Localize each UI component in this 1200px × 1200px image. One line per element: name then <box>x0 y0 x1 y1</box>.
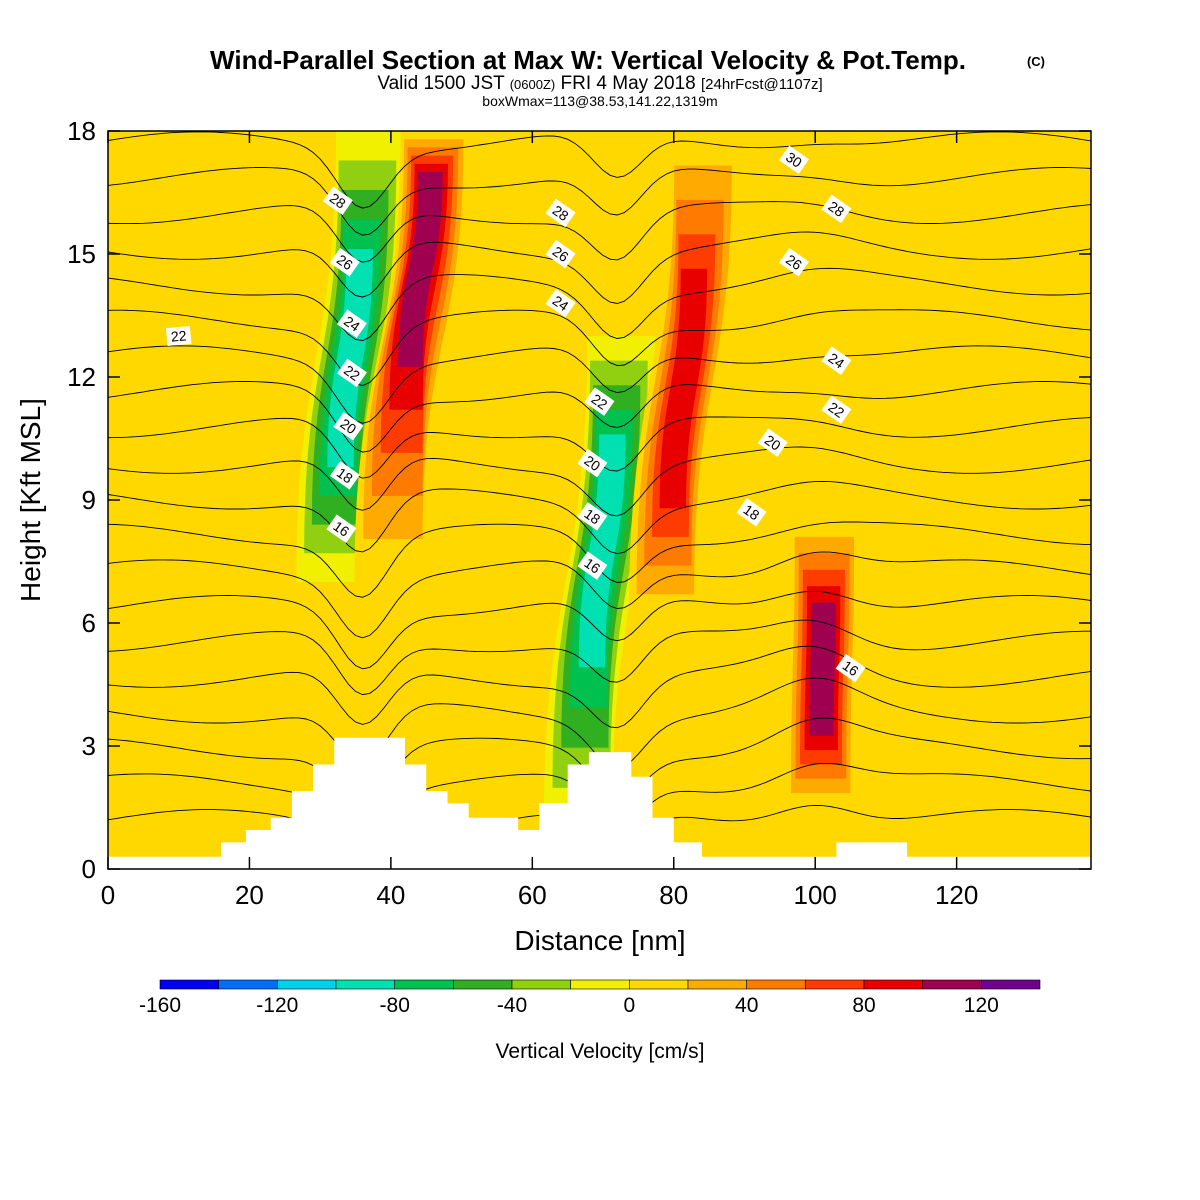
isentrope-label: 22 <box>337 358 367 388</box>
isentrope-line <box>108 619 1091 696</box>
isentrope-label: 18 <box>577 502 608 531</box>
w-band-4-5 <box>809 602 836 736</box>
colorbar-swatch <box>218 979 278 990</box>
plot-area: 22 28 26 24 22 20 18 16 28 26 24 22 20 18 16 30 28 26 24 22… <box>108 131 1091 869</box>
colorbar-swatch <box>980 979 1041 990</box>
y-axis: 0 3 6 9 12 15 18 <box>67 116 1091 884</box>
isentrope-line <box>108 345 1091 424</box>
chart-subtitle: Valid 1500 JST (0600Z) FRI 4 May 2018 [2… <box>377 73 822 94</box>
x-tick-label: 0 <box>101 880 115 910</box>
colorbar-title: Vertical Velocity [cm/s] <box>496 1040 705 1063</box>
colorbar-swatch <box>922 979 982 990</box>
isentrope-label: 30 <box>779 145 809 174</box>
colorbar: -160 -120 -80 -40 0 40 80 120 <box>139 979 1041 1017</box>
chart-title-mark: (C) <box>1027 54 1045 69</box>
isentrope-line <box>108 309 1091 386</box>
potential-temperature-isentropes <box>108 131 1091 869</box>
colorbar-swatch <box>570 979 630 990</box>
w-band-0-4 <box>327 249 373 468</box>
isentrope-label: 24 <box>337 309 367 338</box>
isentrope-labels: 22 28 26 24 22 20 18 16 28 26 24 22 20 18 16 30 28 26 24 22… <box>165 145 866 683</box>
isentrope-label: 18 <box>736 498 767 527</box>
isentrope-line <box>108 551 1091 639</box>
x-axis-title: Distance [nm] <box>514 925 685 956</box>
isentrope-label: 20 <box>333 411 364 441</box>
subtitle-valid: Valid 1500 JST <box>377 73 505 94</box>
isentrope-label: 22 <box>165 325 192 347</box>
colorbar-swatch <box>159 979 220 990</box>
colorbar-swatch <box>804 979 865 990</box>
colorbar-label: -160 <box>139 994 181 1017</box>
isentrope-line <box>108 231 1091 304</box>
colorbar-swatch <box>511 979 572 990</box>
x-tick-label: 20 <box>235 880 264 910</box>
x-tick-label: 100 <box>793 880 836 910</box>
y-tick-label: 15 <box>67 239 96 269</box>
isentrope-line <box>108 131 1091 209</box>
terrain <box>108 737 1091 869</box>
isentrope-label: 18 <box>329 461 360 490</box>
isentrope-label: 20 <box>577 448 608 478</box>
x-tick-label: 120 <box>935 880 978 910</box>
isentrope-label: 28 <box>322 186 353 215</box>
colorbar-swatch <box>746 979 806 990</box>
isentrope-line <box>108 267 1091 342</box>
chart-note: boxWmax=113@38.53,141.22,1319m <box>482 93 717 109</box>
colorbar-swatch <box>687 979 748 990</box>
colorbar-label: -80 <box>380 994 410 1017</box>
isentrope-label: 28 <box>821 194 852 224</box>
isentrope-line <box>108 167 1091 236</box>
y-tick-label: 18 <box>67 116 96 146</box>
colorbar-label: 0 <box>623 994 635 1017</box>
colorbar-label: 40 <box>735 994 758 1017</box>
x-tick-label: 40 <box>376 880 405 910</box>
x-tick-label: 60 <box>518 880 547 910</box>
w-band-3-4 <box>659 268 708 509</box>
isentrope-label: 24 <box>821 346 852 375</box>
isentrope-label: 22 <box>584 387 615 416</box>
subtitle-utc: (0600Z) <box>510 77 556 92</box>
isentrope-line <box>108 201 1091 263</box>
isentrope-label: 26 <box>545 239 576 269</box>
subtitle-fcst: [24hrFcst@1107z] <box>701 76 823 93</box>
colorbar-swatch <box>452 979 513 990</box>
colorbar-label: 80 <box>852 994 875 1017</box>
colorbar-label: -120 <box>256 994 298 1017</box>
colorbar-swatch <box>335 979 396 990</box>
colorbar-swatch <box>628 979 689 990</box>
colorbar-label: 120 <box>964 994 999 1017</box>
y-tick-label: 0 <box>82 854 96 884</box>
isentrope-label: 24 <box>545 288 576 318</box>
isentrope-line <box>108 446 1091 517</box>
y-tick-label: 3 <box>82 731 96 761</box>
colorbar-swatch <box>863 979 924 990</box>
isentrope-label: 26 <box>779 247 809 277</box>
y-tick-label: 12 <box>67 362 96 392</box>
y-tick-label: 9 <box>82 485 96 515</box>
isentrope-label: 26 <box>329 247 360 277</box>
isentrope-line <box>108 381 1091 453</box>
isentrope-label-text: 22 <box>170 327 187 344</box>
subtitle-date: FRI 4 May 2018 <box>561 73 696 94</box>
x-tick-label: 80 <box>659 880 688 910</box>
isentrope-label: 16 <box>835 653 866 683</box>
colorbar-swatch <box>276 979 337 990</box>
isentrope-label: 20 <box>757 428 788 457</box>
x-axis: 0 20 40 60 80 100 120 <box>101 131 978 910</box>
y-tick-label: 6 <box>82 608 96 638</box>
colorbar-swatch <box>394 979 454 990</box>
colorbar-label: -40 <box>497 994 527 1017</box>
isentrope-line <box>108 481 1091 555</box>
isentrope-label: 22 <box>821 395 852 425</box>
isentrope-label: 16 <box>326 514 357 543</box>
chart-title: Wind-Parallel Section at Max W: Vertical… <box>210 45 966 75</box>
isentrope-label: 28 <box>545 198 576 228</box>
y-axis-title: Height [Kft MSL] <box>15 398 46 602</box>
isentrope-line <box>108 645 1091 729</box>
w-band-2-4 <box>578 434 626 668</box>
isentrope-label: 16 <box>577 551 608 580</box>
isentrope-line <box>108 590 1091 670</box>
w-band-1-5 <box>398 172 443 367</box>
